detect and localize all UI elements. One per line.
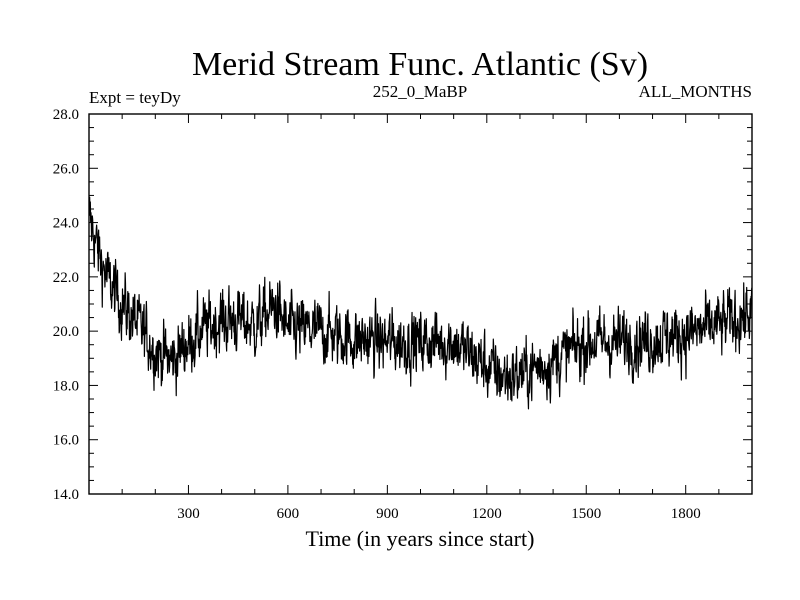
y-tick-label: 14.0	[53, 487, 79, 503]
plot-frame	[88, 113, 753, 495]
period-label: 252_0_MaBP	[373, 82, 467, 101]
x-axis-label: Time (in years since start)	[306, 526, 535, 551]
y-tick-label: 16.0	[53, 433, 79, 449]
x-tick-label: 1200	[472, 506, 502, 522]
x-tick-label: 1500	[571, 506, 601, 522]
series-line	[88, 196, 753, 410]
y-tick-label: 26.0	[53, 161, 79, 177]
y-axis: 14.0 16.0 18.0 20.0 22.0 24.0 26.0 28.0	[53, 107, 752, 503]
experiment-label: Expt = teyDy	[89, 88, 181, 107]
chart-title: Merid Stream Func. Atlantic (Sv)	[192, 46, 648, 83]
y-tick-label: 24.0	[53, 216, 79, 232]
x-tick-label: 1800	[671, 506, 701, 522]
x-tick-label: 300	[177, 506, 200, 522]
x-tick-label: 600	[277, 506, 300, 522]
y-tick-label: 18.0	[53, 378, 79, 394]
x-tick-label: 900	[376, 506, 399, 522]
months-label: ALL_MONTHS	[639, 82, 752, 101]
y-tick-label: 28.0	[53, 107, 79, 123]
x-axis: 300 600 900 1200 1500 1800	[121, 114, 720, 522]
y-tick-label: 20.0	[53, 324, 79, 340]
series-layer	[88, 196, 753, 410]
y-tick-label: 22.0	[53, 270, 79, 286]
